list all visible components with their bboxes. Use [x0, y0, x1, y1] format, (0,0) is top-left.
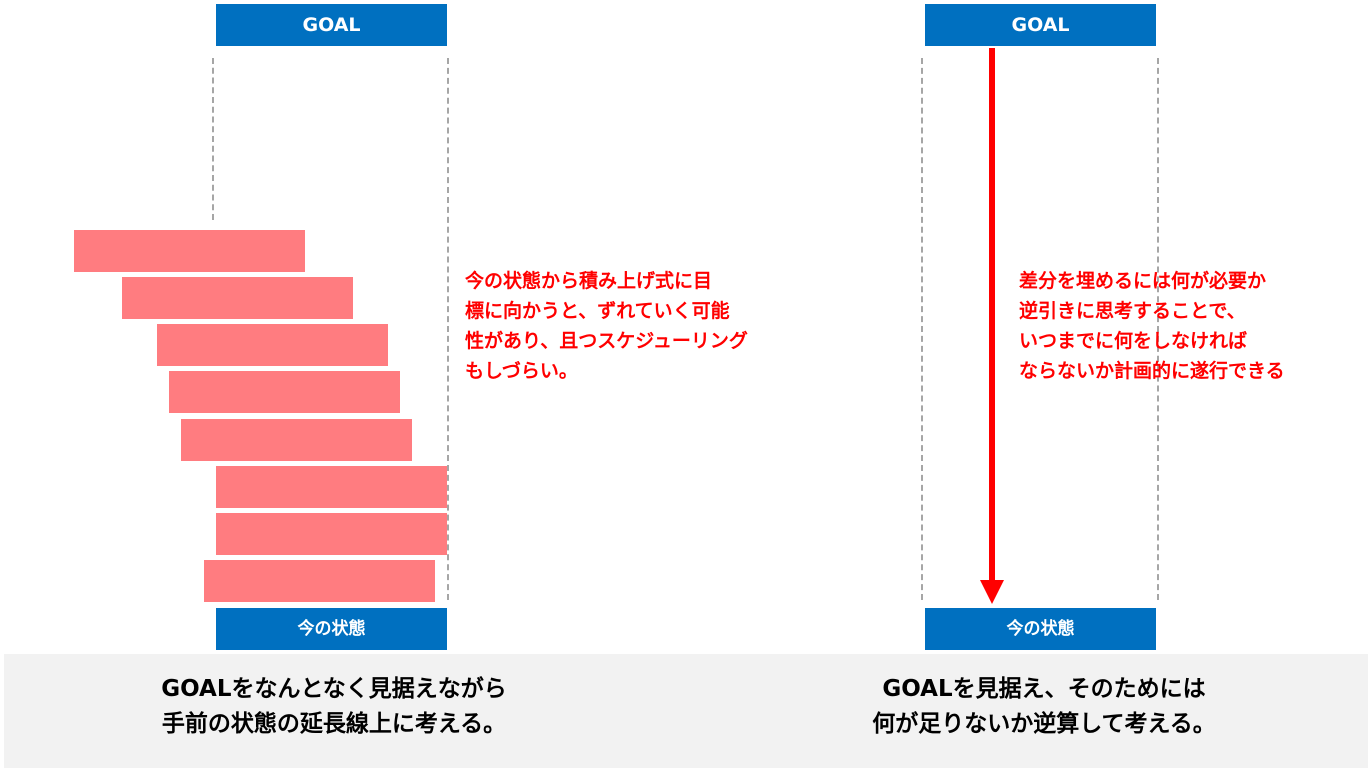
right-current-state-box: 今の状態	[925, 608, 1156, 650]
right-caption: GOALを見据え、そのためには 何が足りないか逆算して考える。	[872, 676, 1216, 737]
left-goal-box: GOAL	[216, 4, 447, 46]
step-bar	[204, 560, 435, 602]
right-dashed-guide-left	[921, 58, 923, 600]
step-bar	[181, 419, 412, 461]
caption-panel: GOALをなんとなく見据えながら 手前の状態の延長線上に考える。 GOALを見据…	[4, 654, 1368, 768]
backcast-arrow	[980, 48, 1004, 604]
step-bar	[74, 230, 305, 272]
left-current-state-box: 今の状態	[216, 608, 447, 650]
left-dashed-guide-right	[447, 58, 449, 600]
step-bar	[216, 513, 447, 555]
step-bar	[157, 324, 388, 366]
right-goal-box: GOAL	[925, 4, 1156, 46]
left-caption: GOALをなんとなく見据えながら 手前の状態の延長線上に考える。	[161, 676, 507, 737]
step-bar	[169, 371, 400, 413]
step-bar	[122, 277, 353, 319]
left-dashed-guide-left	[212, 58, 214, 220]
step-bar	[216, 466, 447, 508]
right-dashed-guide-right	[1157, 58, 1159, 600]
left-note: 今の状態から積み上げ式に目 標に向かうと、ずれていく可能 性があり、且つスケジュ…	[465, 270, 748, 382]
right-note: 差分を埋めるには何が必要か 逆引きに思考することで、 いつまでに何をしなければ …	[1019, 270, 1285, 382]
